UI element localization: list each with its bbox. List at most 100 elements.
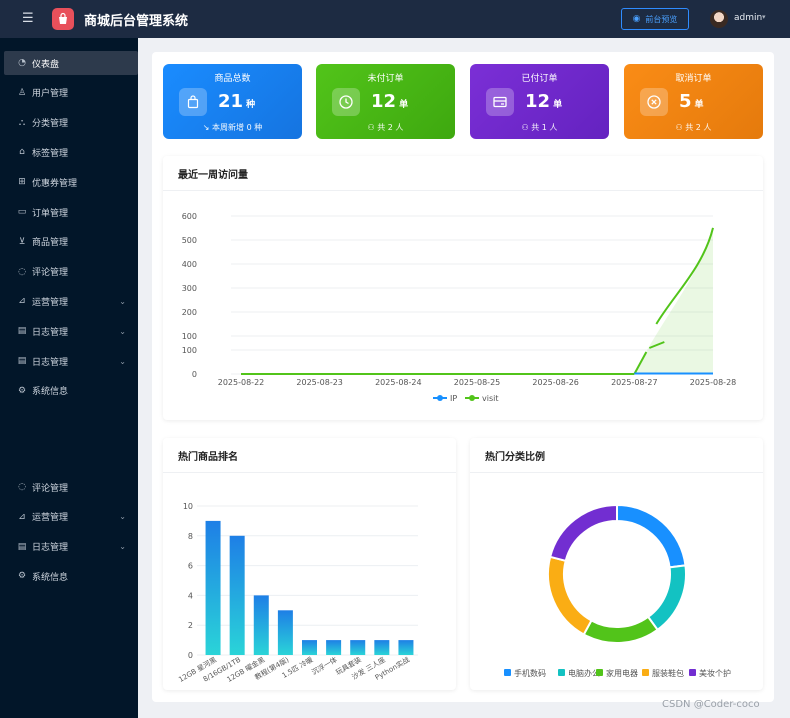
donut-slice[interactable] — [548, 503, 618, 563]
y-tick-label: 10 — [183, 502, 193, 511]
stat-card-value: 21 种 — [218, 91, 256, 112]
sidebar-item[interactable]: ⊿ 运营管理 ⌄ — [0, 289, 138, 313]
stat-card-sub: ⚇ 共 1 人 — [521, 123, 558, 132]
sidebar-item-label: 运营管理 — [32, 513, 69, 524]
sidebar-item-label: 订单管理 — [32, 208, 69, 219]
sidebar-item-label: 日志管理 — [32, 357, 69, 368]
sidebar-item-label: 优惠券管理 — [32, 178, 78, 189]
user-name[interactable]: admin — [734, 13, 763, 23]
sidebar-item-label: 日志管理 — [32, 327, 69, 338]
visit-area — [634, 227, 713, 374]
sidebar-item-label: 商品管理 — [32, 238, 69, 249]
donut-slice[interactable] — [547, 555, 593, 636]
app-title: 商城后台管理系统 — [84, 14, 189, 29]
card-icon — [486, 88, 514, 116]
legend-swatch — [596, 669, 603, 676]
avatar[interactable] — [710, 10, 728, 28]
bar[interactable] — [398, 640, 414, 655]
sidebar-item-label: 评论管理 — [32, 268, 69, 279]
legend-label: 电脑办公 — [568, 668, 600, 678]
category-donut-chart: 手机数码 电脑办公 家用电器 服装鞋包 美妆个护 — [504, 503, 731, 678]
sidebar-item[interactable]: ⚙ 系统信息 — [0, 564, 138, 588]
legend-label: 家用电器 — [606, 668, 638, 678]
clock-icon — [332, 88, 360, 116]
category-icon: ⛬ — [18, 117, 26, 128]
sidebar-item[interactable]: ▤ 日志管理 ⌄ — [0, 535, 138, 559]
bar[interactable] — [205, 520, 221, 655]
eye-icon: ◉ — [632, 14, 641, 24]
order-icon: ▭ — [17, 207, 27, 217]
stat-card: 未付订单 12 单 ⚇ 共 2 人 — [316, 64, 455, 139]
stat-card-title: 未付订单 — [367, 74, 404, 84]
bar[interactable] — [350, 640, 366, 655]
y-tick-label: 400 — [182, 260, 197, 269]
sidebar-item[interactable]: ◌ 评论管理 — [0, 260, 138, 284]
panel-title: 最近一周访问量 — [178, 170, 248, 181]
bar[interactable] — [302, 640, 317, 655]
file-icon: ▤ — [17, 326, 27, 337]
sidebar-item[interactable]: ⛬ 分类管理 — [0, 111, 138, 135]
legend-swatch — [504, 669, 511, 676]
user-icon: ♙ — [17, 87, 27, 98]
y-tick-label: 100 — [182, 332, 197, 341]
visits-line-chart: 0 100 100 200 300 400 500 600 2025-08-22 2025-08-… — [182, 212, 737, 403]
stat-card-sub: ⚇ 共 2 人 — [367, 123, 404, 132]
y-tick-label: 4 — [188, 591, 193, 600]
bar[interactable] — [229, 535, 245, 655]
sidebar-item[interactable]: ▤ 日志管理 ⌄ — [0, 319, 138, 343]
legend-swatch — [558, 669, 565, 676]
legend-label: visit — [482, 394, 498, 403]
x-tick-label: 沉浮一体 — [310, 655, 339, 677]
donut-slice[interactable] — [646, 564, 687, 632]
dashboard-icon: ◔ — [18, 58, 26, 68]
stat-card: 商品总数 21 种 ↘ 本周新增 0 种 — [163, 64, 302, 139]
menu-fold-icon[interactable]: ☰ — [22, 11, 34, 26]
legend-marker — [469, 395, 475, 401]
legend-swatch — [689, 669, 696, 676]
x-tick-label: 2025-08-27 — [611, 378, 658, 387]
sidebar-item[interactable]: ⌂ 标签管理 — [0, 140, 138, 164]
stat-card-value: 12 单 — [525, 91, 563, 112]
panel-title: 热门商品排名 — [178, 452, 238, 463]
settings-icon: ⚙ — [17, 385, 27, 396]
legend-label: 服装鞋包 — [652, 668, 684, 678]
sidebar-item[interactable]: ♙ 用户管理 — [0, 81, 138, 105]
bar[interactable] — [253, 595, 269, 655]
sidebar-item[interactable]: ⊿ 运营管理 ⌄ — [0, 505, 138, 529]
watermark: CSDN @Coder-coco — [662, 699, 760, 710]
file-icon: ▤ — [17, 356, 27, 366]
sidebar-item[interactable]: ◌ 评论管理 — [0, 475, 138, 499]
legend-label: 美妆个护 — [699, 668, 731, 678]
x-tick-label: 2025-08-23 — [296, 378, 343, 387]
comment-icon: ◌ — [18, 266, 26, 277]
stat-card-title: 已付订单 — [521, 74, 558, 84]
legend-marker — [437, 395, 443, 401]
sidebar-item-label: 评论管理 — [32, 483, 69, 494]
x-tick-label: 2025-08-24 — [375, 378, 422, 387]
sidebar-item[interactable]: ⚙ 系统信息 — [0, 379, 138, 403]
bar[interactable] — [374, 640, 390, 655]
bar[interactable] — [277, 610, 293, 655]
bar[interactable] — [326, 640, 342, 655]
sidebar-item[interactable]: ▤ 日志管理 ⌄ — [0, 349, 138, 373]
stat-card-title: 取消订单 — [675, 74, 712, 84]
stat-card-sub: ↘ 本周新增 0 种 — [202, 123, 263, 132]
cart-icon: ⊻ — [18, 236, 26, 247]
visit-line — [648, 341, 665, 349]
sidebar-item[interactable]: ⊞ 优惠券管理 — [0, 170, 138, 194]
sidebar-item[interactable]: ▭ 订单管理 — [0, 200, 138, 224]
sidebar-item[interactable]: ⊻ 商品管理 — [0, 230, 138, 254]
donut-slice[interactable] — [582, 615, 659, 644]
sidebar-item[interactable]: ◔ 仪表盘 — [4, 51, 138, 75]
visit-line — [633, 351, 648, 375]
settings-icon: ⚙ — [17, 571, 27, 582]
donut-slice[interactable] — [616, 503, 687, 569]
chart-icon: ⊿ — [18, 511, 26, 522]
chevron-down-icon: ⌄ — [119, 326, 126, 336]
sidebar: ◔ 仪表盘 ♙ 用户管理 ⛬ 分类管理 ⌂ 标签管理 ⊞ 优惠券管理 ▭ 订单管理 ⊻ 商品管理 ◌ 评论管理… — [0, 38, 138, 718]
preview-button[interactable]: ◉ 前台预览 — [621, 8, 689, 30]
visits-panel: 最近一周访问量 0 100 100 200 300 400 500 600 2025-08-22… — [163, 156, 763, 420]
chevron-down-icon[interactable]: ▾ — [762, 13, 766, 21]
